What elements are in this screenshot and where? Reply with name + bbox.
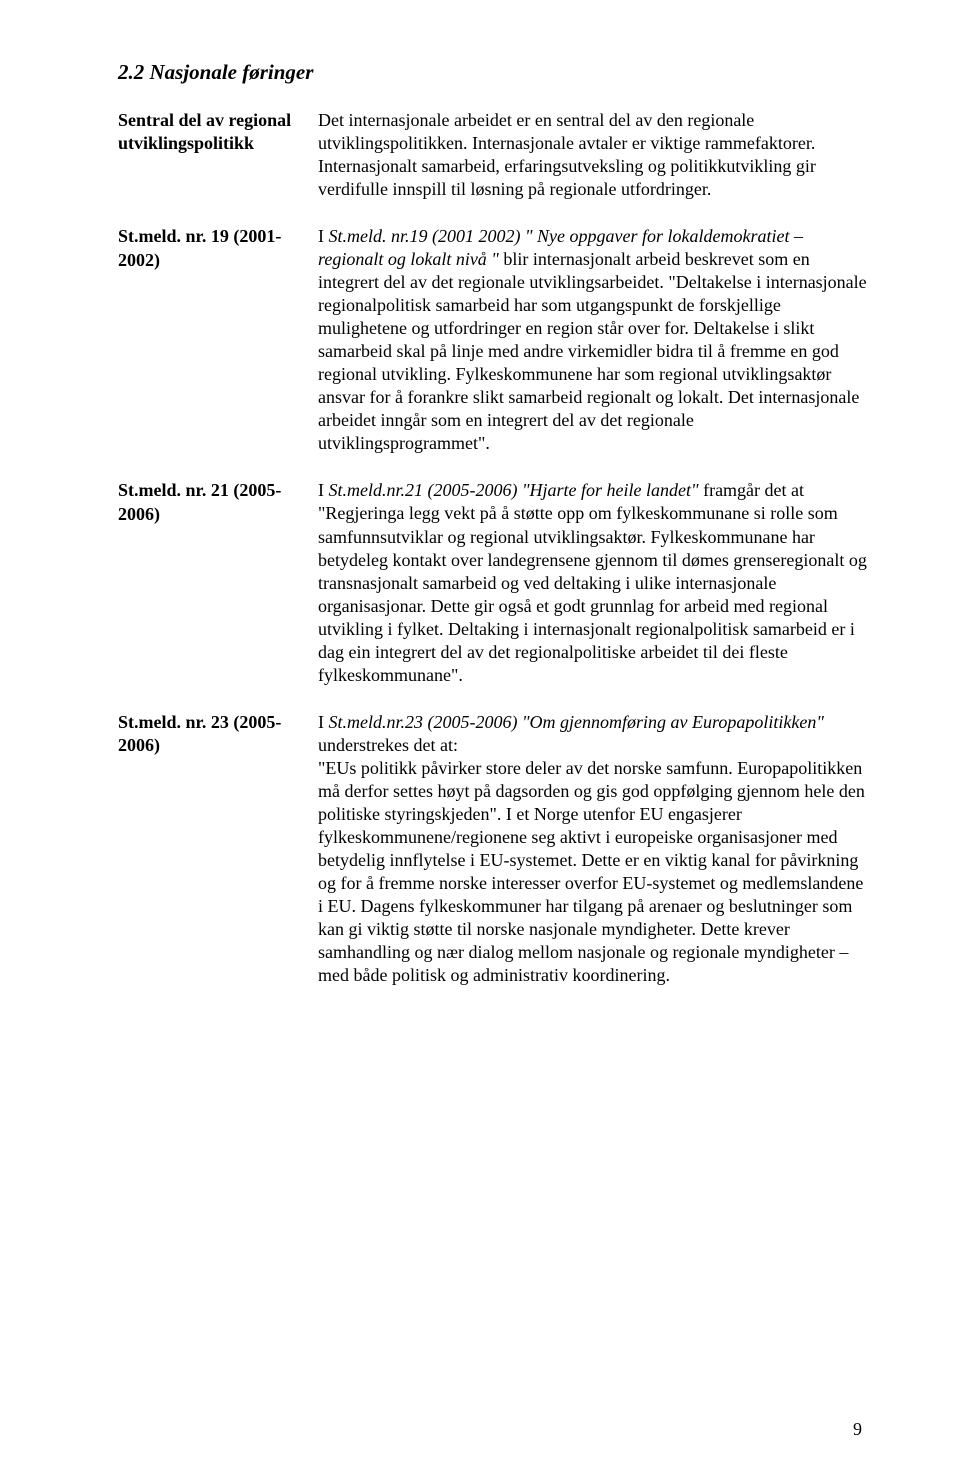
body-text: I — [318, 712, 329, 732]
content-row: St.meld. nr. 19 (2001-2002)I St.meld. nr… — [118, 225, 870, 455]
body-text: I — [318, 226, 329, 246]
section-heading: 2.2 Nasjonale føringer — [118, 60, 870, 85]
italic-text: St.meld.nr.21 (2005-2006) "Hjarte for he… — [329, 480, 699, 500]
content-row: Sentral del av regional utviklingspoliti… — [118, 109, 870, 201]
body-text: Det internasjonale arbeidet er en sentra… — [318, 110, 816, 199]
content-row: St.meld. nr. 23 (2005-2006)I St.meld.nr.… — [118, 711, 870, 987]
body-text: "EUs politikk påvirker store deler av de… — [318, 758, 865, 985]
row-body: Det internasjonale arbeidet er en sentra… — [318, 109, 870, 201]
row-label: St.meld. nr. 21 (2005-2006) — [118, 479, 318, 526]
body-text: I — [318, 480, 329, 500]
body-text: "Deltakelse i internasjonale regionalpol… — [318, 272, 867, 453]
body-text: understrekes det at: — [318, 735, 458, 755]
row-body: I St.meld.nr.21 (2005-2006) "Hjarte for … — [318, 479, 870, 686]
italic-text: St.meld.nr.23 (2005-2006) "Om gjennomfør… — [329, 712, 824, 732]
row-body: I St.meld.nr.23 (2005-2006) "Om gjennomf… — [318, 711, 870, 987]
content-row: St.meld. nr. 21 (2005-2006)I St.meld.nr.… — [118, 479, 870, 686]
row-label: St.meld. nr. 19 (2001-2002) — [118, 225, 318, 272]
body-text: framgår det at "Regjeringa legg vekt på … — [318, 480, 867, 684]
page-number: 9 — [853, 1419, 862, 1440]
row-label: Sentral del av regional utviklingspoliti… — [118, 109, 318, 156]
row-body: I St.meld. nr.19 (2001 2002) " Nye oppga… — [318, 225, 870, 455]
row-label: St.meld. nr. 23 (2005-2006) — [118, 711, 318, 758]
